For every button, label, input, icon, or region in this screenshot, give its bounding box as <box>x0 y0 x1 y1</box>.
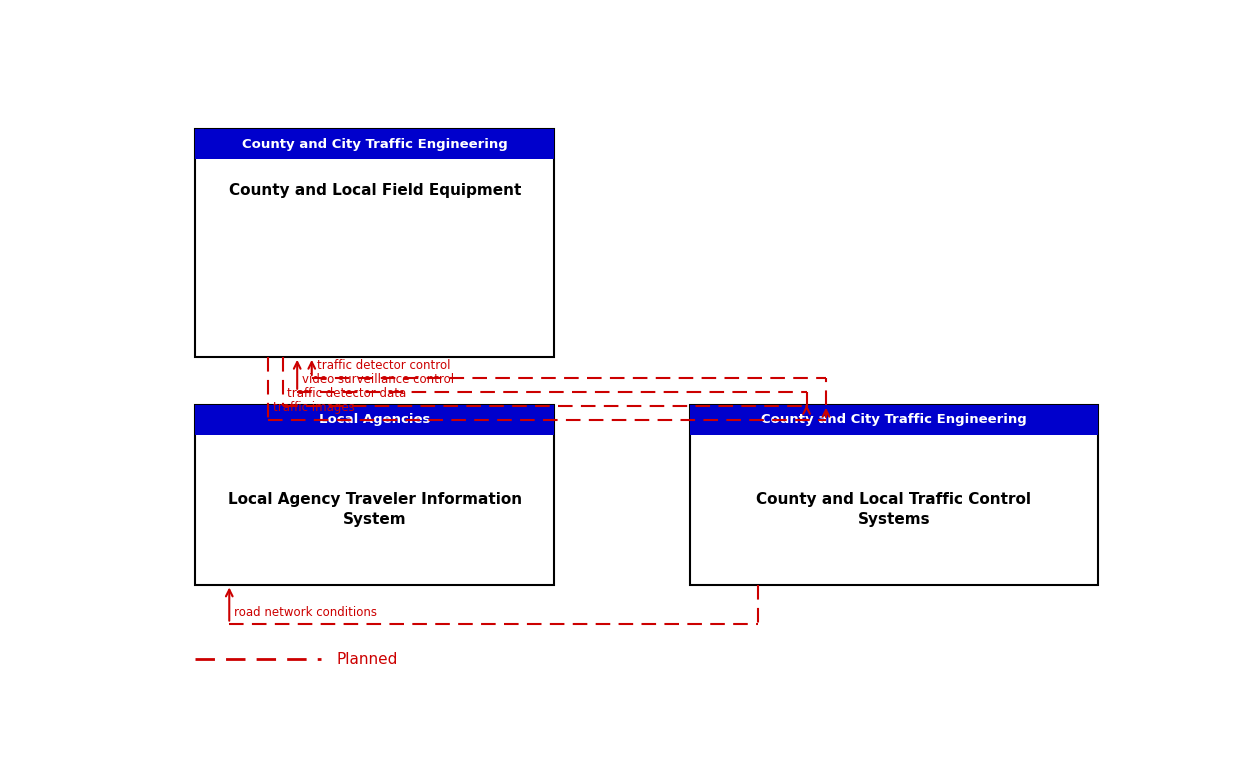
Text: road network conditions: road network conditions <box>234 606 377 619</box>
Text: County and Local Field Equipment: County and Local Field Equipment <box>229 184 521 198</box>
Text: traffic detector data: traffic detector data <box>288 387 407 400</box>
Bar <box>195 129 555 159</box>
Bar <box>195 405 555 584</box>
Text: Local Agencies: Local Agencies <box>319 413 431 426</box>
Bar <box>195 129 555 357</box>
Text: County and City Traffic Engineering: County and City Traffic Engineering <box>761 413 1027 426</box>
Text: video surveillance control: video surveillance control <box>302 373 454 386</box>
Bar <box>195 405 555 435</box>
Text: Local Agency Traveler Information
System: Local Agency Traveler Information System <box>228 492 522 527</box>
Bar <box>690 405 1098 584</box>
Text: County and Local Traffic Control
Systems: County and Local Traffic Control Systems <box>756 492 1032 527</box>
Bar <box>690 405 1098 435</box>
Text: traffic images: traffic images <box>273 401 354 414</box>
Text: Planned: Planned <box>336 652 397 667</box>
Text: County and City Traffic Engineering: County and City Traffic Engineering <box>242 138 508 151</box>
Text: traffic detector control: traffic detector control <box>317 359 451 372</box>
